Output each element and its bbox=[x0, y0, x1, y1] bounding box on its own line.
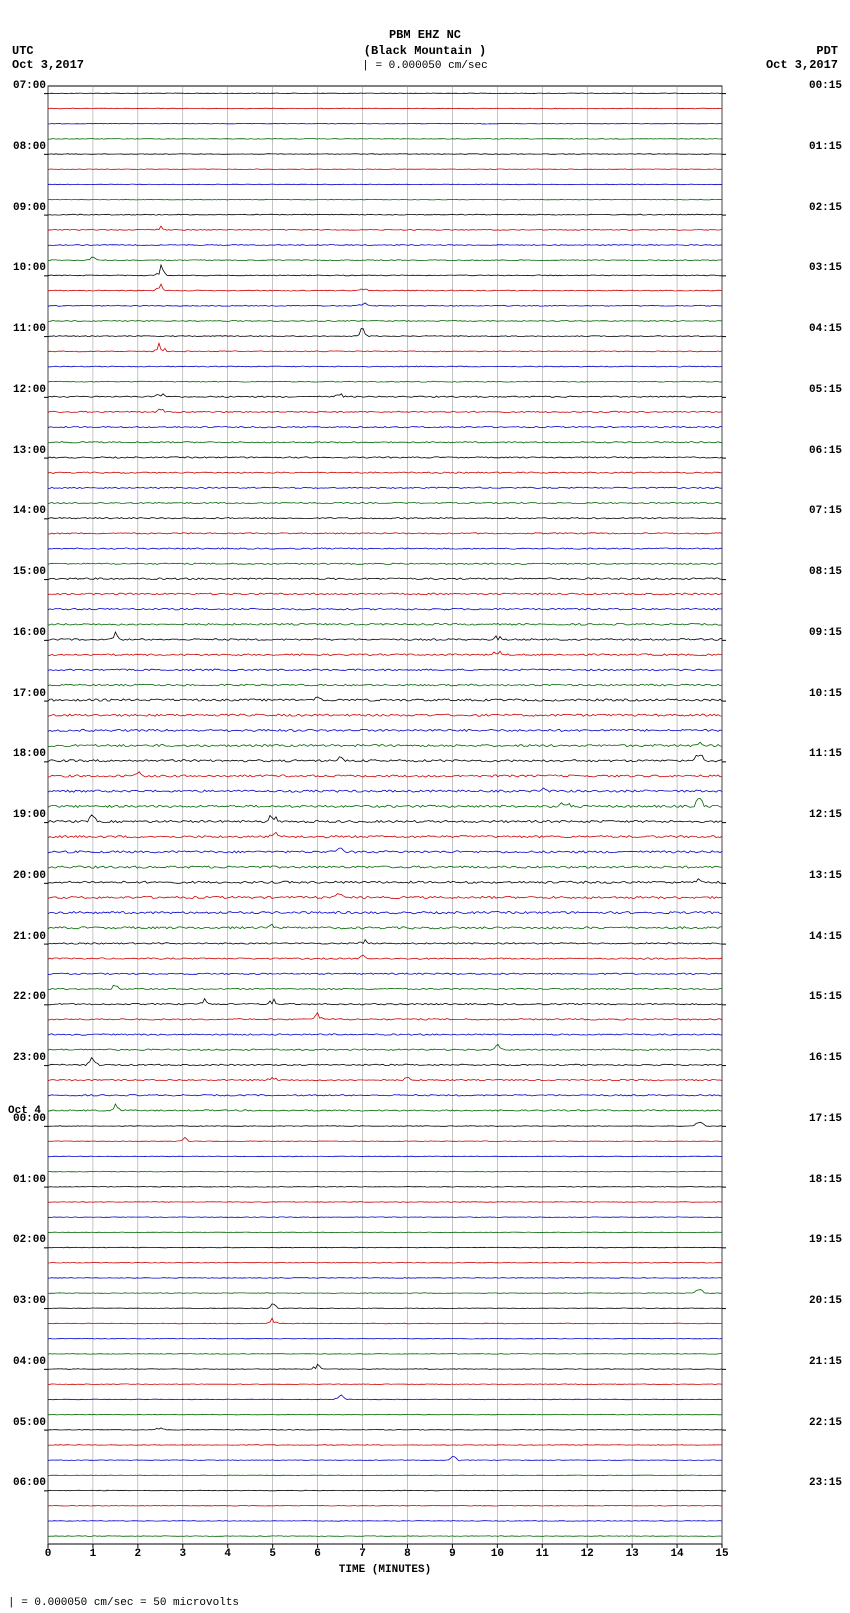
left-hour-label: 05:00 bbox=[13, 1417, 46, 1429]
x-tick: 6 bbox=[314, 1548, 321, 1560]
x-tick: 15 bbox=[715, 1548, 728, 1560]
x-tick: 9 bbox=[449, 1548, 456, 1560]
right-hour-label: 06:15 bbox=[809, 445, 842, 457]
right-hour-label: 23:15 bbox=[809, 1477, 842, 1489]
left-hour-label: 18:00 bbox=[13, 748, 46, 760]
right-hour-label: 18:15 bbox=[809, 1174, 842, 1186]
left-hour-label: 23:00 bbox=[13, 1052, 46, 1064]
left-hour-label: 20:00 bbox=[13, 870, 46, 882]
left-hour-label: 13:00 bbox=[13, 445, 46, 457]
left-hour-label: 02:00 bbox=[13, 1234, 46, 1246]
x-tick: 4 bbox=[224, 1548, 231, 1560]
left-hour-label: 17:00 bbox=[13, 688, 46, 700]
right-hour-labels: 00:1501:1502:1503:1504:1505:1506:1507:15… bbox=[802, 86, 842, 1544]
left-hour-label: 09:00 bbox=[13, 202, 46, 214]
left-hour-label: 15:00 bbox=[13, 566, 46, 578]
left-hour-label: 00:00 bbox=[13, 1113, 46, 1125]
x-tick: 10 bbox=[491, 1548, 504, 1560]
x-tick: 14 bbox=[670, 1548, 683, 1560]
x-tick: 7 bbox=[359, 1548, 366, 1560]
right-hour-label: 20:15 bbox=[809, 1295, 842, 1307]
right-hour-label: 13:15 bbox=[809, 870, 842, 882]
left-hour-label: 21:00 bbox=[13, 931, 46, 943]
x-tick: 3 bbox=[179, 1548, 186, 1560]
right-hour-label: 14:15 bbox=[809, 931, 842, 943]
x-tick: 13 bbox=[626, 1548, 639, 1560]
x-tick: 11 bbox=[536, 1548, 549, 1560]
left-hour-label: 14:00 bbox=[13, 505, 46, 517]
x-tick: 2 bbox=[135, 1548, 142, 1560]
helicorder-plot bbox=[48, 86, 722, 1544]
helicorder-container: PBM EHZ NC (Black Mountain ) | = 0.00005… bbox=[0, 0, 850, 1613]
right-hour-label: 21:15 bbox=[809, 1356, 842, 1368]
left-hour-label: 12:00 bbox=[13, 384, 46, 396]
right-hour-label: 04:15 bbox=[809, 323, 842, 335]
right-hour-label: 17:15 bbox=[809, 1113, 842, 1125]
timezone-left: UTC bbox=[12, 44, 34, 58]
left-hour-labels: 07:0008:0009:0010:0011:0012:0013:0014:00… bbox=[8, 86, 48, 1544]
right-hour-label: 15:15 bbox=[809, 991, 842, 1003]
left-hour-label: 10:00 bbox=[13, 262, 46, 274]
plot-area bbox=[48, 86, 722, 1544]
right-hour-label: 10:15 bbox=[809, 688, 842, 700]
left-hour-label: 01:00 bbox=[13, 1174, 46, 1186]
left-hour-label: 06:00 bbox=[13, 1477, 46, 1489]
scale-legend: | = 0.000050 cm/sec bbox=[0, 60, 850, 72]
right-hour-label: 00:15 bbox=[809, 80, 842, 92]
left-hour-label: 08:00 bbox=[13, 141, 46, 153]
right-hour-label: 12:15 bbox=[809, 809, 842, 821]
left-hour-label: 22:00 bbox=[13, 991, 46, 1003]
x-tick: 5 bbox=[269, 1548, 276, 1560]
left-hour-label: 04:00 bbox=[13, 1356, 46, 1368]
station-subtitle: (Black Mountain ) bbox=[0, 44, 850, 58]
footer-scale: | = 0.000050 cm/sec = 50 microvolts bbox=[8, 1597, 239, 1609]
right-hour-label: 11:15 bbox=[809, 748, 842, 760]
left-hour-label: 03:00 bbox=[13, 1295, 46, 1307]
right-hour-label: 02:15 bbox=[809, 202, 842, 214]
date-right: Oct 3,2017 bbox=[766, 58, 838, 72]
left-hour-label: 11:00 bbox=[13, 323, 46, 335]
right-hour-label: 08:15 bbox=[809, 566, 842, 578]
timezone-right: PDT bbox=[816, 44, 838, 58]
x-tick: 0 bbox=[45, 1548, 52, 1560]
right-hour-label: 01:15 bbox=[809, 141, 842, 153]
right-hour-label: 05:15 bbox=[809, 384, 842, 396]
right-hour-label: 03:15 bbox=[809, 262, 842, 274]
x-tick: 12 bbox=[581, 1548, 594, 1560]
right-hour-label: 19:15 bbox=[809, 1234, 842, 1246]
right-hour-label: 22:15 bbox=[809, 1417, 842, 1429]
x-axis-label: TIME (MINUTES) bbox=[48, 1564, 722, 1576]
left-hour-label: 16:00 bbox=[13, 627, 46, 639]
left-hour-label: 19:00 bbox=[13, 809, 46, 821]
x-tick: 8 bbox=[404, 1548, 411, 1560]
right-hour-label: 16:15 bbox=[809, 1052, 842, 1064]
date-left: Oct 3,2017 bbox=[12, 58, 84, 72]
x-axis: TIME (MINUTES) 0123456789101112131415 bbox=[48, 1548, 722, 1588]
right-hour-label: 09:15 bbox=[809, 627, 842, 639]
right-hour-label: 07:15 bbox=[809, 505, 842, 517]
station-title: PBM EHZ NC bbox=[0, 28, 850, 42]
left-hour-label: 07:00 bbox=[13, 80, 46, 92]
x-tick: 1 bbox=[90, 1548, 97, 1560]
